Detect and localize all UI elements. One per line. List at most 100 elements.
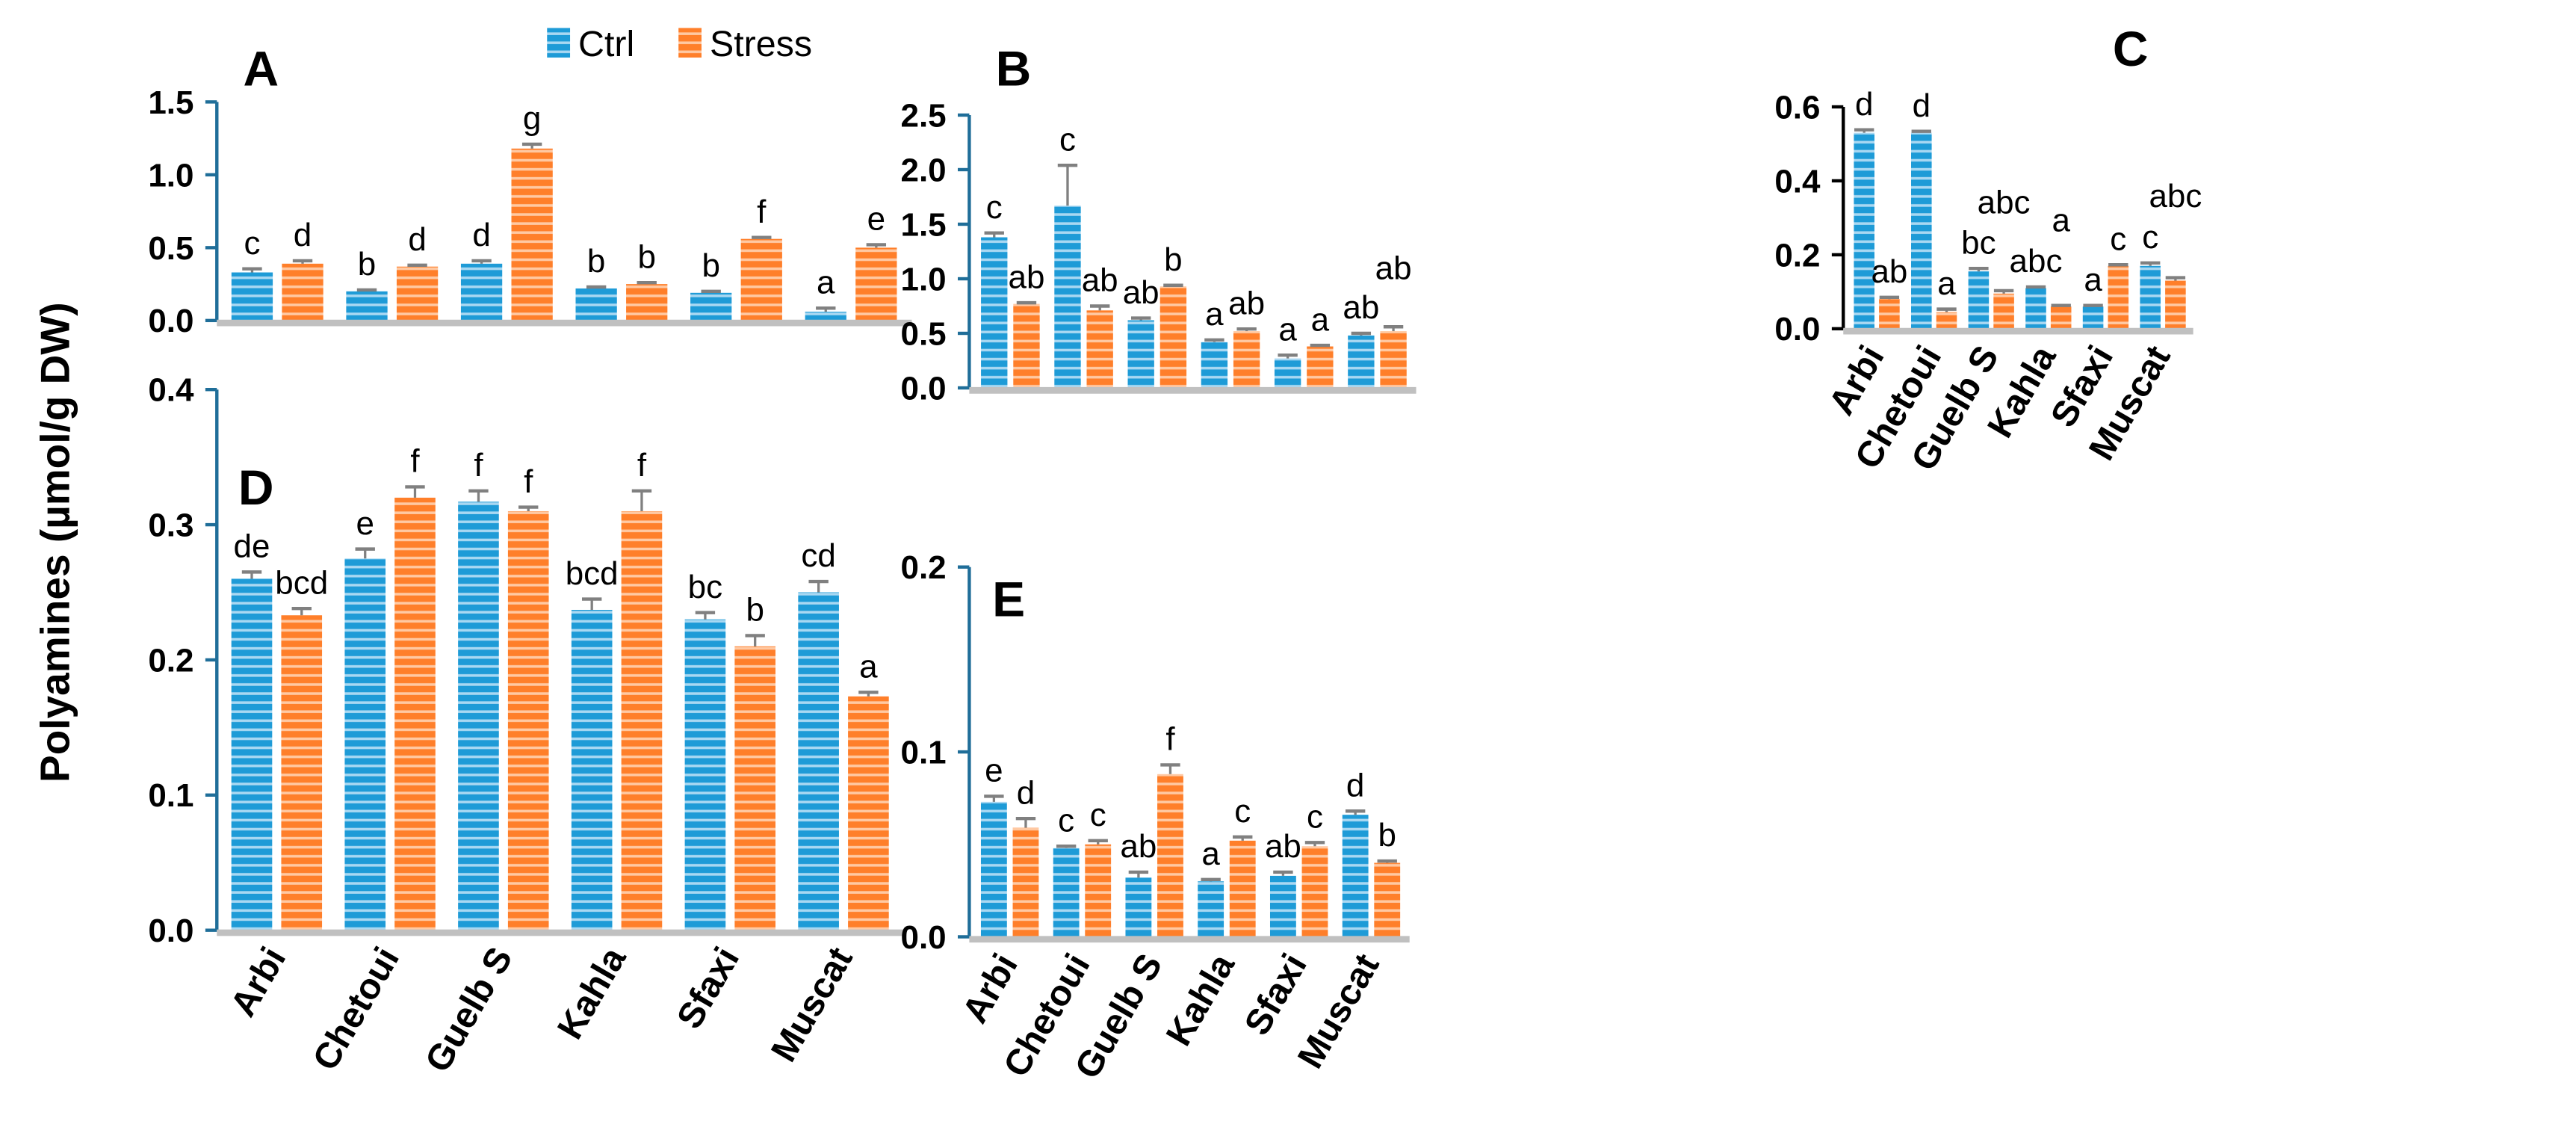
bar-ctrl-chetoui [344,558,386,930]
bar-stress-chetoui [396,266,439,321]
significance-letter: f [524,463,533,500]
significance-letter: f [410,443,420,480]
bar-ctrl-guelb-s [1968,271,1990,329]
bar-stress-arbi [1879,299,1900,329]
category-label: Kahla [550,939,634,1046]
significance-letter: f [1165,721,1175,758]
category-label: Chetoui [305,940,407,1077]
significance-letter: abc [2149,178,2202,214]
significance-letter: a [2052,203,2070,239]
bar-ctrl-muscat [1348,335,1375,389]
significance-letter: bc [1961,224,1996,261]
significance-letter: c [1059,121,1076,158]
legend: Ctrl Stress [547,24,812,64]
significance-letter: bcd [566,555,619,592]
category-label: Guelb S [418,940,521,1078]
significance-letter: ab [1343,289,1379,326]
bar-stress-muscat [855,247,897,321]
bar-stress-chetoui [1085,844,1112,937]
significance-letter: a [817,264,835,300]
significance-letter: ab [1120,828,1157,865]
significance-letter: f [637,447,647,484]
bar-stress-muscat [2165,280,2186,329]
y-tick-label: 0.6 [1774,89,1820,126]
panel-label: B [996,40,1032,96]
bar-ctrl-arbi [231,272,273,321]
significance-letter: d [408,221,426,258]
bar-ctrl-arbi [1854,132,1874,329]
significance-letter: g [523,100,541,137]
y-tick-label: 1.0 [148,157,193,194]
bar-stress-muscat [1380,331,1407,389]
y-tick-label: 0.2 [1774,237,1820,274]
y-tick-label: 0.0 [900,370,946,407]
legend-label-stress: Stress [710,24,812,64]
significance-letter: ab [1871,253,1907,290]
significance-letter: b [746,592,764,629]
significance-letter: d [1017,774,1035,811]
y-tick-label: 0.1 [900,734,946,771]
significance-letter: a [1311,301,1330,338]
bar-ctrl-kahla [1198,881,1224,937]
significance-letter: f [474,447,483,484]
bar-stress-arbi [281,615,323,930]
panel-c: C0.00.20.40.6 dabArbidaChetouibcabcGuelb … [1774,21,2202,478]
y-tick-label: 0.4 [148,372,194,409]
significance-letter: ab [1082,262,1118,299]
significance-letter: c [1090,797,1106,833]
y-tick-label: 0.0 [148,303,193,339]
y-tick-label: 0.3 [148,507,193,543]
bar-stress-guelb-s [511,148,553,321]
significance-letter: d [472,217,490,253]
significance-letter: a [1278,311,1297,348]
significance-letter: e [867,201,885,238]
bar-stress-chetoui [1936,312,1957,329]
significance-letter: b [358,246,376,283]
bar-ctrl-sfaxi [2082,306,2104,329]
significance-letter: bcd [275,564,328,601]
significance-letter: e [356,505,374,542]
significance-letter: c [244,225,260,262]
y-tick-label: 0.5 [148,230,193,267]
bar-stress-sfaxi [734,646,775,930]
significance-letter: f [757,194,767,230]
category-label: Sfaxi [1236,947,1315,1042]
bar-stress-arbi [1012,827,1039,937]
panel-label: C [2113,21,2149,76]
bar-ctrl-arbi [981,237,1008,389]
bar-ctrl-muscat [1342,815,1369,937]
significance-letter: ab [1228,285,1265,321]
bar-ctrl-kahla [575,288,617,321]
significance-letter: b [1164,241,1182,278]
y-tick-label: 1.5 [900,206,946,243]
significance-letter: b [1378,817,1396,854]
bar-ctrl-sfaxi [684,619,726,930]
bar-stress-muscat [1374,862,1401,937]
bar-stress-sfaxi [1307,346,1334,389]
panel-label: E [992,572,1025,627]
bar-stress-kahla [1233,331,1260,389]
significance-letter: b [637,238,655,275]
y-tick-label: 0.2 [900,549,946,586]
significance-letter: a [1937,265,1956,302]
significance-letter: a [1205,296,1224,333]
significance-letter: a [2084,262,2102,298]
significance-letter: d [1855,86,1873,123]
y-tick-label: 1.0 [900,261,946,297]
significance-letter: abc [2010,243,2063,280]
significance-letter: d [294,217,312,253]
bar-ctrl-arbi [980,801,1007,937]
bar-stress-sfaxi [2108,265,2129,329]
significance-letter: a [1201,836,1220,872]
bar-stress-guelb-s [1993,293,2014,329]
bar-stress-sfaxi [740,238,782,321]
significance-letter: b [587,243,605,280]
bar-stress-arbi [1013,303,1040,389]
category-label: Arbi [955,947,1026,1030]
bar-ctrl-guelb-s [1125,877,1152,937]
significance-letter: bc [688,569,722,605]
category-label: Kahla [1159,946,1243,1052]
bar-stress-kahla [2050,306,2072,329]
